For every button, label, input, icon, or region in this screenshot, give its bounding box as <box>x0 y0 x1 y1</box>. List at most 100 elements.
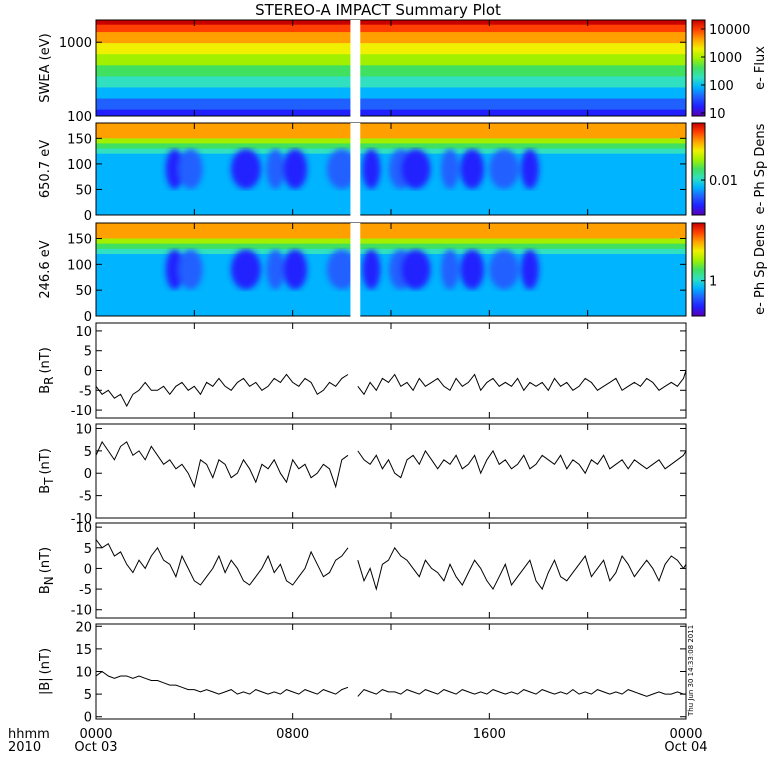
heatmap-band <box>96 27 686 33</box>
y-tick-label: 20 <box>75 620 92 635</box>
heatmap-band <box>96 68 686 73</box>
y-tick-label: 100 <box>67 110 92 125</box>
y-tick-label: 10 <box>75 521 92 536</box>
heatmap-band <box>96 104 686 110</box>
x-tick-label: 1600 <box>473 727 506 742</box>
heatmap-band <box>96 90 686 95</box>
heatmap-band <box>96 75 686 81</box>
y-tick-label: 0 <box>84 209 92 224</box>
y-axis-label-unit: (nT) <box>38 648 53 674</box>
series-line-0 <box>95 440 349 489</box>
series-line-0 <box>95 670 349 695</box>
y-tick-label: -5 <box>79 490 92 505</box>
panel-5: 10 5 0 -5 -10 BN (nT) <box>38 521 687 619</box>
y-axis-label-main: B <box>38 485 53 494</box>
heatmap-band <box>96 82 686 88</box>
data-gap <box>350 123 361 216</box>
heatmap-band <box>96 223 686 240</box>
series-line-1 <box>357 546 687 592</box>
heatmap-band <box>96 248 686 255</box>
heatmap-dip <box>266 149 285 189</box>
heatmap-band <box>96 143 686 150</box>
y-tick-label: 5 <box>84 688 92 703</box>
y-tick-label: 15 <box>75 643 92 658</box>
heatmap-dip <box>230 249 261 290</box>
heatmap-dips <box>165 249 539 290</box>
x-corner-year: 2010 <box>8 740 41 755</box>
y-tick-label: 10 <box>75 325 92 340</box>
series-line-1 <box>357 688 686 697</box>
heatmap-band <box>96 23 686 29</box>
series-line-0 <box>95 539 349 586</box>
y-axis-label: 650.7 eV <box>38 140 53 198</box>
colorbar <box>691 19 706 117</box>
heatmap-dip <box>283 149 308 189</box>
heatmap-dip <box>460 249 485 290</box>
heatmap-dip <box>489 249 520 290</box>
x-tick-label: 0000 <box>79 727 112 742</box>
heatmap-band <box>96 123 686 140</box>
heatmap-dips <box>165 149 539 189</box>
heatmap-band <box>96 31 686 36</box>
heatmap-band <box>96 93 686 99</box>
heatmap-band <box>96 148 686 155</box>
colorbar <box>691 122 706 216</box>
x-tick-date: Oct 03 <box>74 740 117 755</box>
heatmap-band <box>96 243 686 250</box>
heatmap-band <box>96 49 686 55</box>
x-tick-label: 0000 <box>669 727 702 742</box>
x-tick-label: 0800 <box>276 727 309 742</box>
y-axis-label-sub: N <box>42 576 56 585</box>
panel-frame <box>95 623 687 720</box>
heatmap-dip <box>283 249 308 290</box>
y-tick-label: 5 <box>84 445 92 460</box>
heatmap-band <box>96 238 686 245</box>
heatmap-band <box>96 45 686 51</box>
series-line-0 <box>95 373 349 408</box>
heatmap-band <box>96 56 686 62</box>
heatmap-dip <box>230 149 261 189</box>
y-axis-label-unit: (nT) <box>38 547 53 573</box>
y-axis-label: 246.6 eV <box>38 240 53 298</box>
y-tick-label: 10 <box>75 422 92 437</box>
y-axis-label-unit: (nT) <box>38 347 53 373</box>
y-axis-label: BR (nT) <box>38 347 56 394</box>
y-tick-label: 5 <box>84 345 92 360</box>
heatmap-dip <box>362 149 381 189</box>
y-axis-label: BN (nT) <box>38 547 56 594</box>
heatmap-band <box>96 97 686 103</box>
heatmap-band <box>96 53 686 58</box>
heatmap-dip <box>266 249 285 290</box>
y-tick-label: 0 <box>84 365 92 380</box>
y-tick-label: 0 <box>84 562 92 577</box>
panel-frame <box>95 423 687 519</box>
y-tick-label: 5 <box>84 542 92 557</box>
plot-title: STEREO-A IMPACT Summary Plot <box>255 1 501 19</box>
panel-4: 10 5 0 -5 -10 BT (nT) <box>38 422 687 527</box>
colorbar <box>691 222 706 317</box>
y-tick-label: 10 <box>75 666 92 681</box>
y-tick-label: 0 <box>84 310 92 325</box>
data-gap <box>350 223 361 317</box>
colorbar-label: e- Ph Sp Dens <box>753 224 768 315</box>
heatmap-dip <box>178 149 203 189</box>
heatmap-dip <box>178 249 203 290</box>
heatmap-dip <box>441 149 459 189</box>
colorbar-tick-label: 1 <box>709 275 717 290</box>
panel-0: 1000 100 SWEA (eV) 10000 1000 100 10 e- Flux <box>38 19 768 125</box>
y-tick-label: 100 <box>67 258 92 273</box>
y-tick-label: 50 <box>75 284 92 299</box>
y-tick-label: 0 <box>84 467 92 482</box>
x-corner-hhmm: hhmm <box>8 727 50 742</box>
colorbar-label: e- Flux <box>753 46 768 90</box>
y-tick-label: 1000 <box>59 36 92 51</box>
heatmap-dip <box>326 249 357 290</box>
heatmap-band <box>96 101 686 106</box>
y-tick-label: -10 <box>71 512 92 527</box>
heatmap-band <box>96 42 686 47</box>
heatmap-dip <box>441 249 459 290</box>
series-line-1 <box>357 370 687 396</box>
heatmap-band <box>96 34 686 40</box>
y-axis-label-main: |B| <box>38 677 53 695</box>
